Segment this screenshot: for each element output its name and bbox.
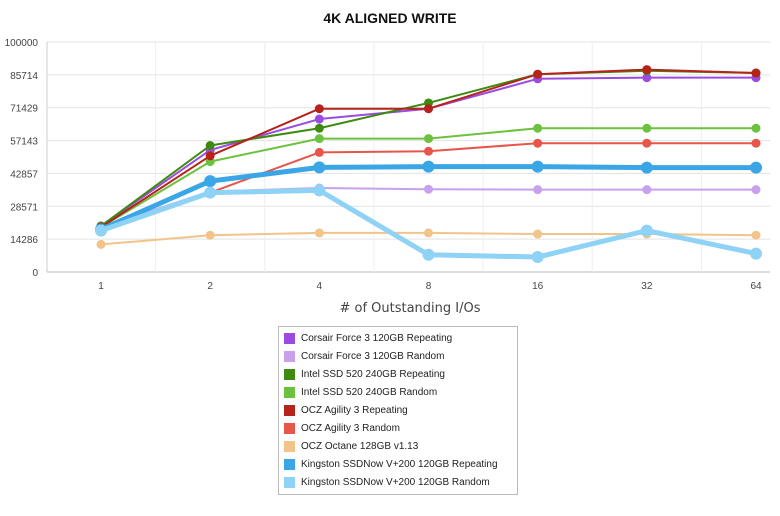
data-point [204, 175, 217, 188]
data-point [533, 185, 543, 195]
data-point [205, 141, 215, 150]
legend-label: OCZ Octane 128GB v1.13 [301, 440, 419, 452]
data-point [533, 69, 543, 79]
data-point [751, 230, 761, 240]
series-4 [96, 123, 761, 232]
data-point [642, 73, 652, 83]
legend-swatch [284, 386, 295, 398]
y-tick-label: 42857 [10, 169, 38, 180]
y-tick-label: 14286 [10, 235, 38, 246]
data-point [640, 224, 653, 237]
data-point [205, 230, 215, 240]
legend-swatch [284, 368, 295, 380]
legend-label: Kingston SSDNow V+200 120GB Repeating [301, 458, 498, 470]
x-tick-label: 32 [641, 281, 653, 292]
legend-item: Kingston SSDNow V+200 120GB Random [284, 473, 512, 491]
legend-item: OCZ Octane 128GB v1.13 [284, 437, 512, 455]
legend-label: OCZ Agility 3 Random [301, 422, 400, 434]
legend-swatch [284, 422, 295, 434]
data-point [205, 151, 215, 161]
data-point [642, 65, 652, 75]
data-point [642, 123, 652, 133]
data-point [750, 161, 762, 174]
y-tick-label: 100000 [5, 38, 39, 49]
legend-swatch [284, 404, 295, 416]
data-point [751, 138, 761, 148]
series-layer [95, 65, 762, 264]
legend-item: Intel SSD 520 240GB Random [284, 383, 512, 401]
x-tick-label: 8 [426, 281, 432, 292]
legend-label: Corsair Force 3 120GB Repeating [301, 332, 453, 344]
data-point [533, 229, 543, 239]
x-tick-label: 16 [532, 281, 544, 292]
legend-label: Kingston SSDNow V+200 120GB Random [301, 476, 490, 488]
data-point [314, 228, 324, 238]
x-axis-label: # of Outstanding I/Os [339, 301, 480, 316]
data-point [750, 247, 762, 260]
axis-ticks: 0 14286 28571 42857 57143 71429 85714 100000 1 2 4… [5, 38, 762, 292]
series-9 [95, 184, 762, 264]
data-point [424, 228, 433, 238]
data-point [95, 224, 107, 237]
data-point [751, 185, 761, 195]
series-5 [96, 65, 761, 232]
data-point [96, 239, 106, 249]
data-point [640, 161, 653, 174]
data-point [533, 138, 543, 148]
data-point [531, 251, 544, 264]
legend-swatch [284, 440, 295, 452]
data-point [751, 68, 761, 78]
legend-item: Intel SSD 520 240GB Repeating [284, 365, 512, 383]
data-point [204, 186, 217, 199]
legend-label: Intel SSD 520 240GB Random [301, 386, 438, 398]
y-tick-label: 57143 [10, 137, 38, 148]
data-point [531, 160, 544, 173]
legend-swatch [284, 350, 295, 362]
series-line [100, 187, 757, 260]
data-point [424, 184, 433, 194]
data-point [314, 123, 324, 133]
series-2 [96, 183, 761, 232]
data-point [642, 185, 652, 195]
legend-swatch [284, 458, 295, 470]
grid [46, 41, 770, 273]
legend-label: Intel SSD 520 240GB Repeating [301, 368, 445, 380]
legend-swatch [284, 332, 295, 344]
data-point [314, 114, 324, 124]
legend: Corsair Force 3 120GB Repeating Corsair F… [278, 326, 518, 495]
data-point [314, 134, 324, 144]
legend-item: Corsair Force 3 120GB Repeating [284, 329, 512, 347]
data-point [422, 248, 435, 261]
data-point [422, 160, 435, 173]
y-tick-label: 85714 [10, 71, 38, 82]
x-tick-label: 1 [98, 281, 104, 292]
legend-swatch [284, 476, 295, 488]
legend-label: Corsair Force 3 120GB Random [301, 350, 445, 362]
chart: 4K ALIGNED WRITE 0 14286 28571 42857 57143 71… [5, 10, 770, 316]
data-point [313, 184, 326, 197]
y-tick-label: 28571 [10, 202, 38, 213]
legend-item: OCZ Agility 3 Random [284, 419, 512, 437]
y-tick-label: 0 [32, 268, 38, 279]
x-tick-label: 64 [750, 281, 762, 292]
data-point [424, 146, 433, 156]
data-point [642, 138, 652, 148]
data-point [424, 134, 433, 144]
legend-label: OCZ Agility 3 Repeating [301, 404, 408, 416]
data-point [751, 123, 761, 133]
legend-item: Kingston SSDNow V+200 120GB Repeating [284, 455, 512, 473]
chart-title: 4K ALIGNED WRITE [323, 10, 456, 26]
data-point [533, 123, 543, 133]
legend-item: Corsair Force 3 120GB Random [284, 347, 512, 365]
x-tick-label: 4 [317, 281, 323, 292]
data-point [424, 104, 433, 114]
data-point [313, 161, 326, 174]
legend-item: OCZ Agility 3 Repeating [284, 401, 512, 419]
data-point [314, 104, 324, 114]
y-tick-label: 71429 [10, 104, 38, 115]
x-tick-label: 2 [207, 281, 213, 292]
data-point [314, 147, 324, 157]
